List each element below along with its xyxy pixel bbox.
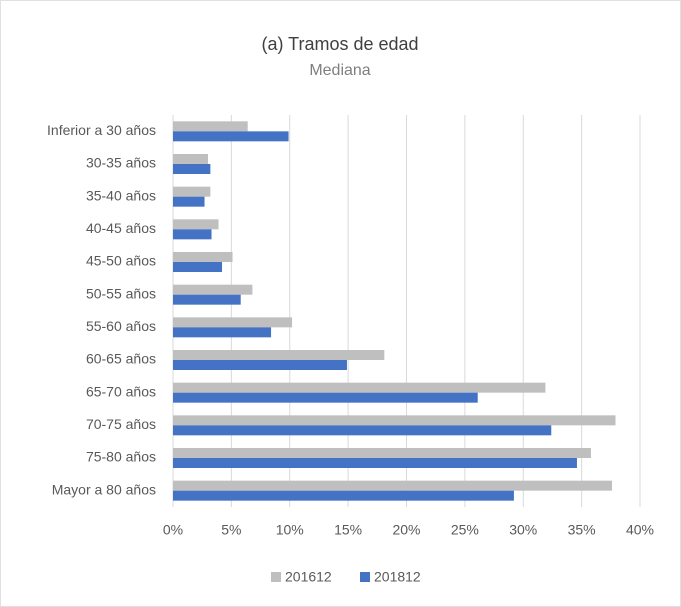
bar bbox=[173, 317, 293, 328]
y-tick-label: Inferior a 30 años bbox=[47, 122, 156, 138]
bar bbox=[173, 382, 546, 393]
y-tick-label: 30-35 años bbox=[86, 155, 156, 171]
y-tick-label: 45-50 años bbox=[86, 253, 156, 269]
bar bbox=[173, 262, 223, 272]
y-tick-label: 70-75 años bbox=[86, 416, 156, 432]
x-tick-label: 35% bbox=[568, 522, 596, 538]
legend-label: 201612 bbox=[285, 569, 332, 585]
bar bbox=[173, 448, 591, 458]
x-tick-label: 10% bbox=[276, 522, 304, 538]
x-tick-label: 40% bbox=[626, 522, 654, 538]
bar bbox=[173, 121, 248, 132]
bar bbox=[173, 196, 205, 207]
legend-swatch bbox=[271, 572, 281, 582]
bar bbox=[173, 415, 616, 426]
chart-title: (a) Tramos de edad bbox=[261, 34, 418, 54]
chart-subtitle: Mediana bbox=[309, 62, 370, 79]
bar bbox=[173, 186, 211, 197]
y-tick-label: 55-60 años bbox=[86, 318, 156, 334]
bar bbox=[173, 480, 612, 491]
y-tick-label: 50-55 años bbox=[86, 285, 156, 301]
bar bbox=[173, 219, 219, 230]
x-tick-label: 30% bbox=[509, 522, 537, 538]
bar bbox=[173, 284, 253, 295]
bar bbox=[173, 164, 211, 174]
x-tick-label: 15% bbox=[334, 522, 362, 538]
x-tick-label: 20% bbox=[392, 522, 420, 538]
legend-swatch bbox=[360, 572, 370, 582]
y-tick-label: 75-80 años bbox=[86, 449, 156, 465]
x-tick-label: 5% bbox=[221, 522, 241, 538]
bar bbox=[173, 458, 577, 468]
y-tick-label: 35-40 años bbox=[86, 187, 156, 203]
bar bbox=[173, 392, 478, 403]
x-tick-label: 25% bbox=[451, 522, 479, 538]
y-tick-label: 65-70 años bbox=[86, 383, 156, 399]
bar bbox=[173, 229, 212, 240]
bar bbox=[173, 490, 514, 501]
bar bbox=[173, 252, 233, 262]
y-tick-label: 40-45 años bbox=[86, 220, 156, 236]
bar bbox=[173, 425, 552, 436]
bar bbox=[173, 360, 347, 370]
y-tick-label: Mayor a 80 años bbox=[52, 481, 156, 497]
y-tick-label: 60-65 años bbox=[86, 351, 156, 367]
bar bbox=[173, 327, 272, 338]
x-tick-label: 0% bbox=[163, 522, 183, 538]
bar bbox=[173, 350, 385, 360]
bar bbox=[173, 154, 209, 164]
bar bbox=[173, 131, 289, 142]
bar bbox=[173, 294, 241, 305]
legend-label: 201812 bbox=[374, 569, 421, 585]
